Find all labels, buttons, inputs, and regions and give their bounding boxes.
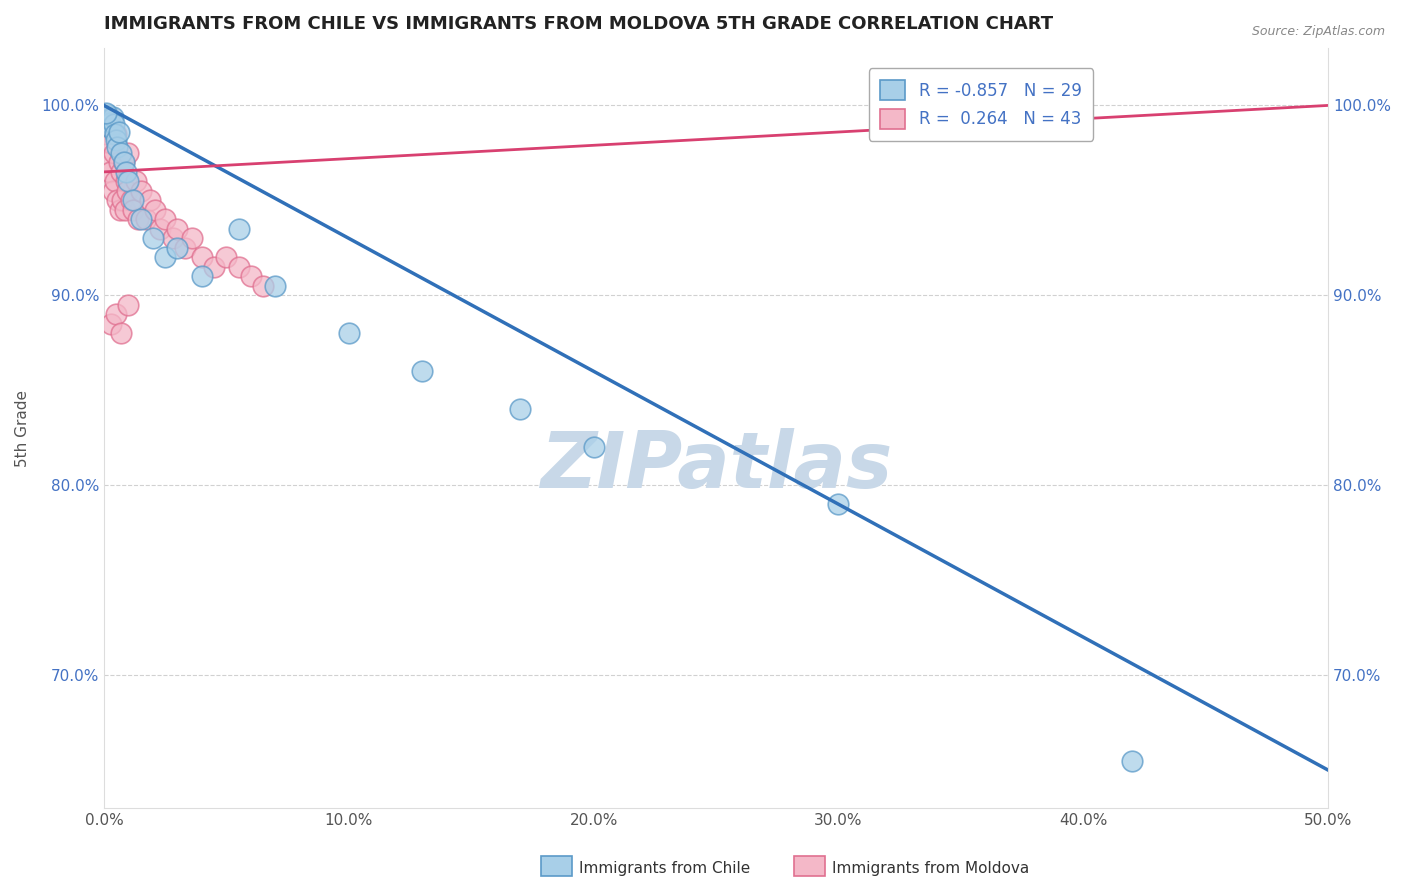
Point <box>239 269 262 284</box>
Point <box>129 212 152 227</box>
Point <box>105 127 128 141</box>
Point <box>202 260 225 274</box>
Point <box>827 497 849 511</box>
Point <box>103 117 125 131</box>
Legend: R = -0.857   N = 29, R =  0.264   N = 43: R = -0.857 N = 29, R = 0.264 N = 43 <box>869 68 1094 141</box>
Point <box>228 222 250 236</box>
Y-axis label: 5th Grade: 5th Grade <box>15 390 30 467</box>
Point <box>509 402 531 417</box>
Point <box>114 202 136 217</box>
Point <box>127 212 149 227</box>
Point <box>166 222 188 236</box>
Point <box>104 127 127 141</box>
Text: ZIPatlas: ZIPatlas <box>540 428 893 504</box>
Point <box>112 155 135 169</box>
Point <box>96 127 118 141</box>
Point <box>107 155 129 169</box>
Point <box>582 440 605 454</box>
Point <box>162 231 184 245</box>
Point <box>108 202 131 217</box>
Point <box>107 140 129 154</box>
Text: Source: ZipAtlas.com: Source: ZipAtlas.com <box>1251 25 1385 38</box>
Point <box>125 174 148 188</box>
Point <box>110 165 132 179</box>
Point <box>122 202 145 217</box>
Point <box>411 364 433 378</box>
Point <box>97 155 120 169</box>
Point <box>104 174 127 188</box>
Point <box>98 115 121 129</box>
Point <box>105 307 128 321</box>
Point <box>101 184 124 198</box>
Point <box>97 112 120 126</box>
Text: Immigrants from Moldova: Immigrants from Moldova <box>832 862 1029 876</box>
Point <box>215 251 238 265</box>
Point <box>191 269 214 284</box>
Point <box>110 326 132 341</box>
Point <box>100 317 122 331</box>
Point <box>181 231 204 245</box>
Point <box>107 194 129 208</box>
Point <box>149 222 172 236</box>
Point <box>117 145 139 160</box>
Point <box>153 251 176 265</box>
Point <box>264 278 287 293</box>
Point <box>115 174 138 188</box>
Point <box>139 194 162 208</box>
Point <box>191 251 214 265</box>
Point <box>111 194 134 208</box>
Point <box>122 194 145 208</box>
Point <box>129 184 152 198</box>
Point <box>107 125 129 139</box>
Point <box>173 241 195 255</box>
Point <box>135 212 157 227</box>
Point <box>115 184 138 198</box>
Point <box>120 194 142 208</box>
Point <box>117 298 139 312</box>
Point <box>96 106 118 120</box>
Point <box>98 165 121 179</box>
Point <box>228 260 250 274</box>
Point <box>115 165 138 179</box>
Point <box>153 212 176 227</box>
Point <box>100 136 122 151</box>
Point <box>110 145 132 160</box>
Point <box>103 145 125 160</box>
Point <box>117 174 139 188</box>
Point <box>100 121 122 136</box>
Point <box>337 326 360 341</box>
Point <box>101 110 124 124</box>
Point <box>97 108 120 122</box>
Point <box>112 155 135 169</box>
Point <box>142 231 165 245</box>
Point <box>145 202 167 217</box>
Point <box>252 278 274 293</box>
Point <box>1121 754 1143 768</box>
Point <box>105 133 128 147</box>
Text: Immigrants from Chile: Immigrants from Chile <box>579 862 751 876</box>
Point <box>166 241 188 255</box>
Text: IMMIGRANTS FROM CHILE VS IMMIGRANTS FROM MOLDOVA 5TH GRADE CORRELATION CHART: IMMIGRANTS FROM CHILE VS IMMIGRANTS FROM… <box>104 15 1053 33</box>
Point <box>97 113 120 128</box>
